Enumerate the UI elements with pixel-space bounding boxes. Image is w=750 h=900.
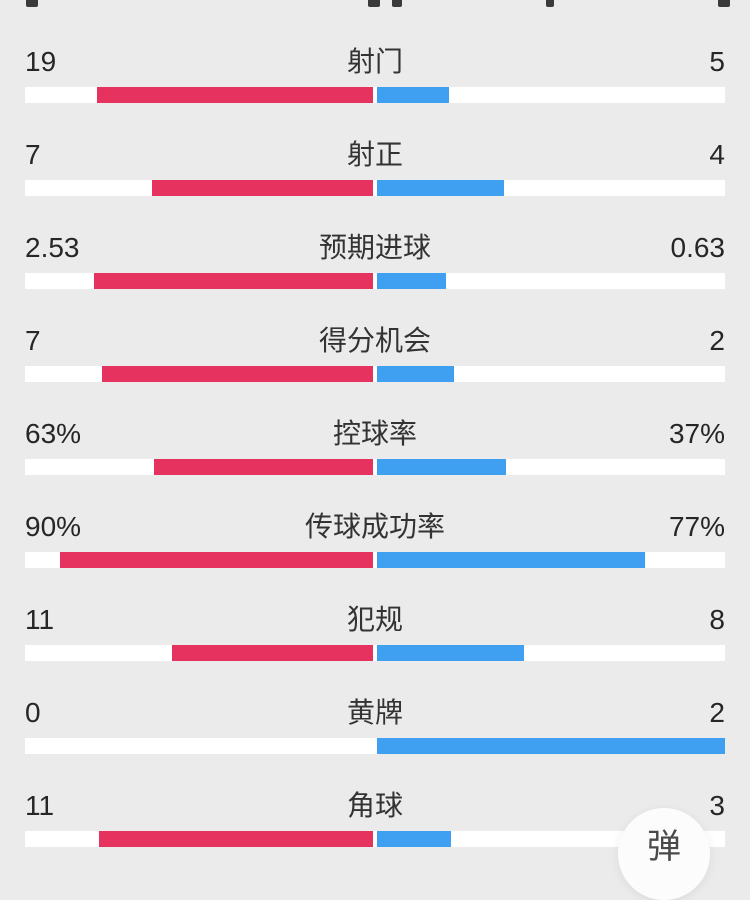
home-value: 7 [25,139,41,170]
match-stats-panel: 19 射门 5 7 射正 4 2.53 预期进球 0.63 [25,10,725,847]
comparison-bar [25,645,725,661]
home-bar-area [25,273,373,289]
away-value: 2 [709,325,725,356]
away-bar-area [377,738,725,754]
away-value: 5 [709,46,725,77]
home-value: 63% [25,418,82,449]
stat-label: 控球率 [332,418,418,449]
away-bar-fill [377,459,506,475]
away-value: 3 [709,790,725,821]
stat-row-pass-accuracy: 90% 传球成功率 77% [25,475,725,568]
home-value: 7 [25,325,41,356]
stat-text-line: 11 角球 3 [25,792,725,820]
clipped-text-fragment [718,0,730,7]
away-bar-area [377,645,725,661]
clipped-text-fragment [368,0,380,7]
comparison-bar [25,459,725,475]
home-bar-fill [151,180,373,196]
stat-row-big-chances: 7 得分机会 2 [25,289,725,382]
away-bar-area [377,87,725,103]
home-value: 19 [25,46,57,77]
comparison-bar [25,87,725,103]
home-value: 0 [25,697,41,728]
home-bar-area [25,831,373,847]
danmaku-toggle-button[interactable]: 弹 [618,808,710,900]
comparison-bar [25,738,725,754]
away-bar-area [377,831,725,847]
stat-row-shots: 19 射门 5 [25,10,725,103]
comparison-bar [25,180,725,196]
away-bar-fill [377,366,455,382]
away-bar-fill [377,831,452,847]
stat-label: 黄牌 [346,697,404,728]
away-bar-fill [377,738,725,754]
home-value: 90% [25,511,82,542]
stat-label: 角球 [346,790,404,821]
comparison-bar [25,552,725,568]
comparison-bar [25,273,725,289]
stat-row-possession: 63% 控球率 37% [25,382,725,475]
away-bar-area [377,273,725,289]
stat-row-shots-on-target: 7 射正 4 [25,103,725,196]
away-value: 0.63 [670,232,726,263]
stat-label: 预期进球 [318,232,432,263]
home-bar-fill [153,459,373,475]
home-bar-fill [102,366,373,382]
stat-row-yellow-cards: 0 黄牌 2 [25,661,725,754]
stat-text-line: 2.53 预期进球 0.63 [25,234,725,262]
home-bar-area [25,87,373,103]
stat-text-line: 7 得分机会 2 [25,327,725,355]
stat-label: 犯规 [346,604,404,635]
home-bar-area [25,459,373,475]
home-bar-area [25,366,373,382]
away-bar-fill [377,273,447,289]
away-bar-fill [377,552,645,568]
away-bar-fill [377,87,450,103]
stat-text-line: 11 犯规 8 [25,606,725,634]
clipped-text-fragment [546,0,554,7]
stat-row-expected-goals: 2.53 预期进球 0.63 [25,196,725,289]
home-bar-area [25,552,373,568]
home-bar-fill [59,552,373,568]
comparison-bar [25,366,725,382]
away-bar-area [377,552,725,568]
stat-text-line: 7 射正 4 [25,141,725,169]
home-value: 11 [25,604,55,635]
away-bar-area [377,366,725,382]
away-bar-fill [377,180,504,196]
clipped-text-fragment [392,0,402,7]
away-value: 8 [709,604,725,635]
home-bar-area [25,738,373,754]
away-value: 4 [709,139,725,170]
away-bar-area [377,459,725,475]
away-value: 2 [709,697,725,728]
away-value: 37% [668,418,725,449]
stat-text-line: 0 黄牌 2 [25,699,725,727]
away-bar-area [377,180,725,196]
danmaku-button-label: 弹 [647,827,681,866]
home-bar-fill [99,831,373,847]
stat-text-line: 63% 控球率 37% [25,420,725,448]
comparison-bar [25,831,725,847]
stat-label: 得分机会 [318,325,432,356]
stat-text-line: 19 射门 5 [25,48,725,76]
stat-row-corners: 11 角球 3 [25,754,725,847]
away-bar-fill [377,645,524,661]
home-bar-fill [94,273,373,289]
home-bar-area [25,645,373,661]
stat-text-line: 90% 传球成功率 77% [25,513,725,541]
home-bar-area [25,180,373,196]
home-bar-fill [97,87,373,103]
away-value: 77% [668,511,725,542]
home-value: 2.53 [25,232,80,263]
home-bar-fill [171,645,373,661]
home-value: 11 [25,790,55,821]
stat-label: 传球成功率 [304,511,446,542]
stat-label: 射门 [346,46,404,77]
stat-label: 射正 [346,139,404,170]
clipped-text-fragment [26,0,38,7]
stat-row-fouls: 11 犯规 8 [25,568,725,661]
